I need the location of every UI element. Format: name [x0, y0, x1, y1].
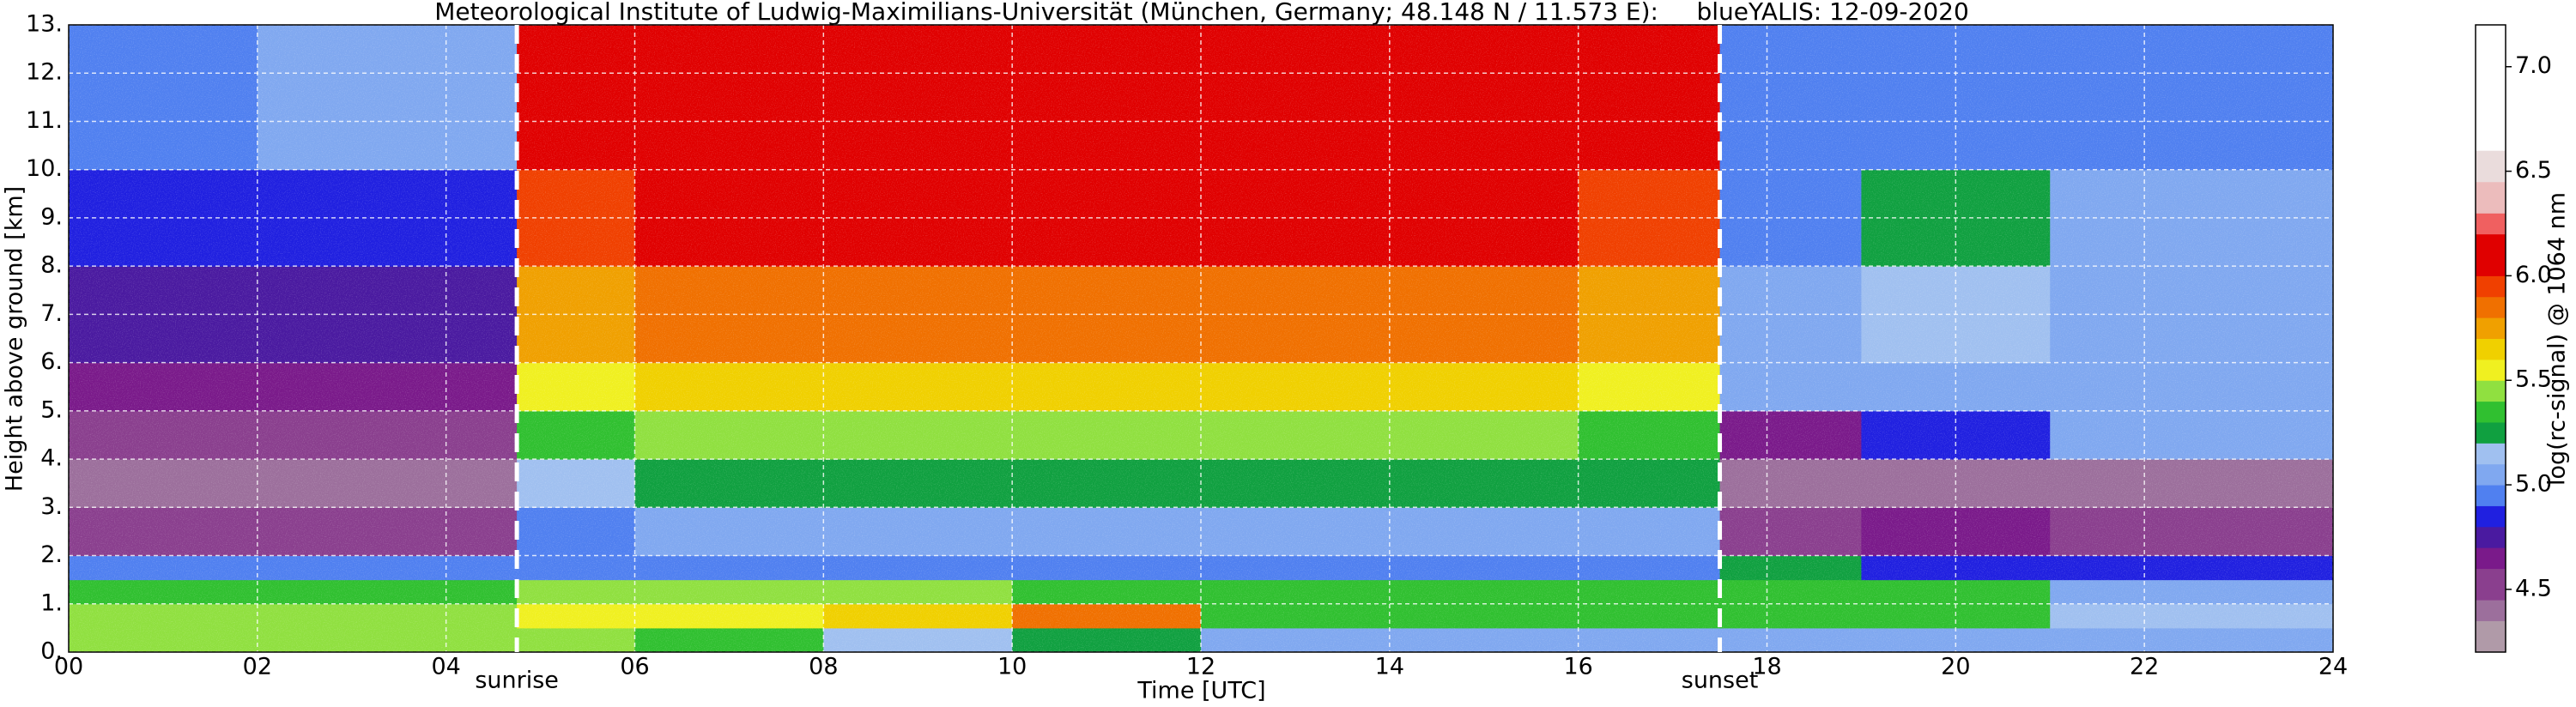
- colorbar-tick-label: 6.5: [2515, 157, 2552, 184]
- colorbar-segment: [2476, 338, 2506, 360]
- y-tick-label: 13.: [26, 11, 63, 38]
- x-tick-label: 16: [1563, 654, 1592, 680]
- colorbar-segment: [2476, 213, 2506, 235]
- colorbar-segment: [2476, 359, 2506, 381]
- x-tick-label: 12: [1186, 654, 1215, 680]
- x-tick-label: 02: [243, 654, 272, 680]
- colorbar-segment: [2476, 317, 2506, 339]
- y-tick-label: 9.: [40, 203, 63, 230]
- colorbar-segment: [2476, 181, 2506, 214]
- y-axis-label: Height above ground [km]: [2, 186, 28, 492]
- colorbar-segment: [2476, 296, 2506, 318]
- annotation-label: sunrise: [475, 668, 559, 694]
- y-tick-label: 2.: [40, 541, 63, 568]
- x-tick-label: 18: [1752, 654, 1781, 680]
- colorbar-segment: [2476, 485, 2506, 506]
- colorbar-tick-label: 4.5: [2515, 575, 2552, 601]
- y-tick-label: 8.: [40, 252, 63, 279]
- colorbar-segment: [2476, 421, 2506, 444]
- y-tick-label: 10.: [26, 155, 63, 182]
- x-tick-label: 06: [620, 654, 649, 680]
- colorbar-segment: [2476, 547, 2506, 570]
- x-axis-label: Time [UTC]: [1136, 678, 1265, 704]
- x-tick-label: 20: [1941, 654, 1970, 680]
- y-tick-label: 4.: [40, 445, 63, 472]
- colorbar-segment: [2476, 443, 2506, 465]
- colorbar-tick-label: 7.0: [2515, 52, 2552, 79]
- chart-title: Meteorological Institute of Ludwig-Maxim…: [434, 0, 1969, 26]
- x-tick-label: 04: [431, 654, 460, 680]
- y-tick-label: 5.: [40, 396, 63, 423]
- colorbar-label: log(rc-signal) @ 1064 nm: [2544, 192, 2571, 486]
- colorbar-segment: [2476, 600, 2506, 621]
- colorbar-segment: [2476, 380, 2506, 402]
- colorbar-segment: [2476, 275, 2506, 298]
- colorbar-frame: [2475, 24, 2506, 653]
- colorbar-segment: [2476, 463, 2506, 486]
- plot-frame: [68, 24, 2334, 653]
- colorbar-segment: [2476, 526, 2506, 548]
- y-tick-label: 7.: [40, 300, 63, 327]
- y-tick-label: 6.: [40, 348, 63, 375]
- x-tick-label: 24: [2318, 654, 2348, 680]
- colorbar-segment: [2476, 25, 2506, 151]
- colorbar-tick-label: 5.0: [2515, 471, 2552, 498]
- x-tick-label: 10: [997, 654, 1027, 680]
- y-tick-label: 1.: [40, 589, 63, 616]
- colorbar-segment: [2476, 505, 2506, 528]
- colorbar-segment: [2476, 568, 2506, 601]
- x-tick-label: 22: [2130, 654, 2159, 680]
- colorbar-segment: [2476, 620, 2506, 653]
- colorbar-segment: [2476, 233, 2506, 276]
- annotation-label: sunset: [1682, 668, 1759, 694]
- y-tick-label: 3.: [40, 493, 63, 520]
- colorbar-segment: [2476, 401, 2506, 423]
- y-tick-label: 11.: [26, 107, 63, 134]
- x-tick-label: 00: [54, 654, 83, 680]
- x-tick-label: 14: [1375, 654, 1404, 680]
- colorbar-segment: [2476, 150, 2506, 183]
- colorbar-tick-label: 6.0: [2515, 262, 2552, 288]
- y-tick-label: 0.: [40, 638, 63, 665]
- y-tick-label: 12.: [26, 59, 63, 86]
- x-tick-label: 08: [809, 654, 838, 680]
- colorbar-tick-label: 5.5: [2515, 366, 2552, 393]
